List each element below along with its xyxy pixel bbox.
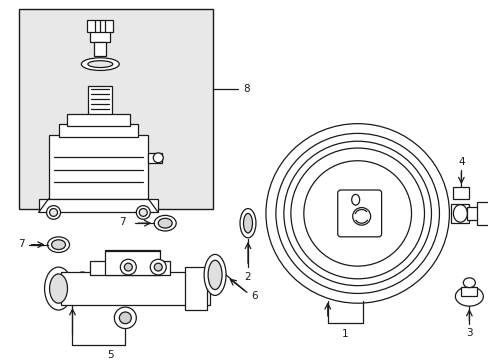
Ellipse shape xyxy=(47,237,69,252)
Bar xyxy=(61,272,210,305)
Ellipse shape xyxy=(51,240,65,249)
Bar xyxy=(87,20,113,32)
Circle shape xyxy=(265,123,448,303)
Ellipse shape xyxy=(208,260,222,289)
Bar xyxy=(450,204,468,223)
Ellipse shape xyxy=(72,272,92,305)
Circle shape xyxy=(124,263,132,271)
Circle shape xyxy=(120,259,136,275)
Bar xyxy=(88,86,112,125)
Bar xyxy=(461,287,476,296)
Text: 6: 6 xyxy=(250,291,257,301)
Bar xyxy=(148,153,162,163)
Circle shape xyxy=(119,312,131,324)
Bar xyxy=(90,30,110,42)
Bar xyxy=(94,42,106,56)
Circle shape xyxy=(352,208,370,225)
Circle shape xyxy=(49,208,58,216)
Text: 4: 4 xyxy=(457,157,464,167)
Ellipse shape xyxy=(158,218,172,228)
Bar xyxy=(39,199,158,212)
Ellipse shape xyxy=(454,287,482,306)
Text: 7: 7 xyxy=(18,239,24,249)
Ellipse shape xyxy=(88,61,113,68)
Ellipse shape xyxy=(351,194,359,205)
Circle shape xyxy=(46,206,61,219)
Text: 2: 2 xyxy=(244,272,251,282)
Ellipse shape xyxy=(240,208,255,238)
Circle shape xyxy=(290,148,424,279)
Bar xyxy=(86,123,114,132)
Circle shape xyxy=(114,307,136,329)
Bar xyxy=(19,9,213,208)
Bar xyxy=(476,202,488,225)
Circle shape xyxy=(136,206,150,219)
Bar xyxy=(48,135,148,199)
Text: 7: 7 xyxy=(119,217,125,227)
Ellipse shape xyxy=(49,274,67,303)
Bar xyxy=(59,123,138,137)
Bar xyxy=(90,261,170,275)
Text: 5: 5 xyxy=(107,350,114,360)
Ellipse shape xyxy=(154,215,176,231)
Bar xyxy=(452,187,468,199)
Text: 8: 8 xyxy=(243,84,249,94)
Circle shape xyxy=(150,259,166,275)
Text: 3: 3 xyxy=(465,328,472,338)
Circle shape xyxy=(275,134,439,293)
Bar xyxy=(467,207,478,220)
Circle shape xyxy=(153,153,163,163)
Circle shape xyxy=(284,141,430,285)
Ellipse shape xyxy=(44,267,72,310)
FancyBboxPatch shape xyxy=(337,190,381,237)
Bar xyxy=(185,267,207,310)
Ellipse shape xyxy=(463,278,474,288)
Circle shape xyxy=(154,263,162,271)
Ellipse shape xyxy=(243,213,252,233)
Ellipse shape xyxy=(81,58,119,71)
Ellipse shape xyxy=(203,255,225,296)
Text: 1: 1 xyxy=(341,329,348,339)
Circle shape xyxy=(139,208,147,216)
Bar xyxy=(66,114,130,126)
Circle shape xyxy=(303,161,411,266)
Bar xyxy=(105,249,160,275)
